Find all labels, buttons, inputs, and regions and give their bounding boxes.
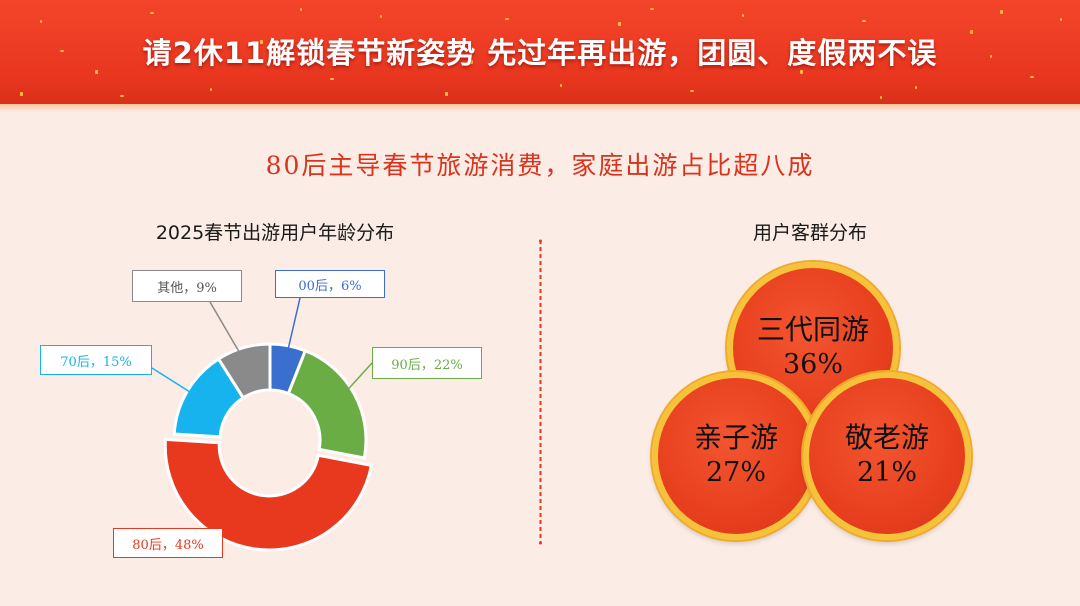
slice-label-other: 其他，9% bbox=[157, 280, 217, 296]
confetti-fleck bbox=[95, 70, 98, 74]
confetti-fleck bbox=[970, 30, 973, 34]
slice-90 bbox=[286, 348, 368, 460]
slice-other bbox=[216, 342, 272, 400]
confetti-fleck bbox=[1030, 76, 1034, 78]
group-label: 三代同游 bbox=[756, 313, 869, 346]
confetti-fleck bbox=[380, 15, 382, 18]
callout-80: 80后，48% bbox=[113, 528, 223, 558]
group-label: 亲子游 bbox=[693, 421, 778, 454]
confetti-fleck bbox=[650, 8, 654, 10]
callout-other: 其他，9% bbox=[132, 270, 242, 302]
leader-line bbox=[222, 521, 260, 529]
callout-90: 90后，22% bbox=[372, 347, 482, 379]
confetti-fleck bbox=[40, 20, 42, 23]
banner-title: 请2休11解锁春节新姿势 先过年再出游，团圆、度假两不误 bbox=[142, 36, 938, 70]
confetti-fleck bbox=[990, 55, 992, 58]
group-value: 21% bbox=[856, 457, 917, 488]
group-circle-elderly: 敬老游 21% bbox=[803, 372, 971, 540]
confetti-fleck bbox=[690, 90, 694, 92]
group-circle-parent-child: 亲子游 27% bbox=[652, 372, 820, 540]
confetti-fleck bbox=[330, 78, 334, 80]
slice-label-00: 00后，6% bbox=[298, 278, 362, 294]
slice-80 bbox=[163, 437, 374, 552]
confetti-fleck bbox=[1000, 10, 1003, 14]
confetti-fleck bbox=[862, 20, 866, 22]
confetti-fleck bbox=[560, 84, 562, 87]
confetti-fleck bbox=[120, 95, 124, 97]
leader-line bbox=[333, 362, 373, 406]
confetti-fleck bbox=[915, 86, 917, 89]
dotted-divider bbox=[539, 239, 542, 545]
confetti-fleck bbox=[505, 18, 509, 20]
group-value: 36% bbox=[782, 349, 843, 380]
confetti-fleck bbox=[445, 92, 448, 96]
confetti-fleck bbox=[300, 8, 302, 11]
slice-label-70: 70后，15% bbox=[60, 354, 132, 370]
confetti-fleck bbox=[618, 22, 621, 26]
leader-line bbox=[282, 297, 301, 369]
page-subtitle: 80后主导春节旅游消费，家庭出游占比超八成 bbox=[265, 151, 815, 180]
header-banner: 请2休11解锁春节新姿势 先过年再出游，团圆、度假两不误 bbox=[0, 0, 1080, 112]
confetti-fleck bbox=[470, 60, 473, 64]
group-chart-title: 用户客群分布 bbox=[752, 222, 867, 244]
confetti-fleck bbox=[210, 88, 212, 91]
leader-line bbox=[151, 367, 208, 404]
slice-label-90: 90后，22% bbox=[391, 357, 463, 373]
confetti-fleck bbox=[150, 12, 154, 14]
confetti-fleck bbox=[880, 96, 882, 99]
confetti-fleck bbox=[742, 14, 744, 17]
callout-70: 70后，15% bbox=[40, 345, 152, 375]
callout-00: 00后，6% bbox=[275, 270, 385, 298]
leader-line bbox=[209, 301, 251, 371]
confetti-fleck bbox=[800, 70, 803, 74]
confetti-fleck bbox=[20, 92, 23, 96]
age-chart-title: 2025春节出游用户年龄分布 bbox=[155, 222, 395, 244]
confetti-fleck bbox=[1060, 18, 1062, 21]
confetti-fleck bbox=[60, 50, 64, 52]
confetti-fleck bbox=[260, 40, 263, 44]
group-label: 敬老游 bbox=[844, 421, 929, 454]
slice-label-80: 80后，48% bbox=[132, 537, 204, 553]
group-value: 27% bbox=[705, 457, 766, 488]
